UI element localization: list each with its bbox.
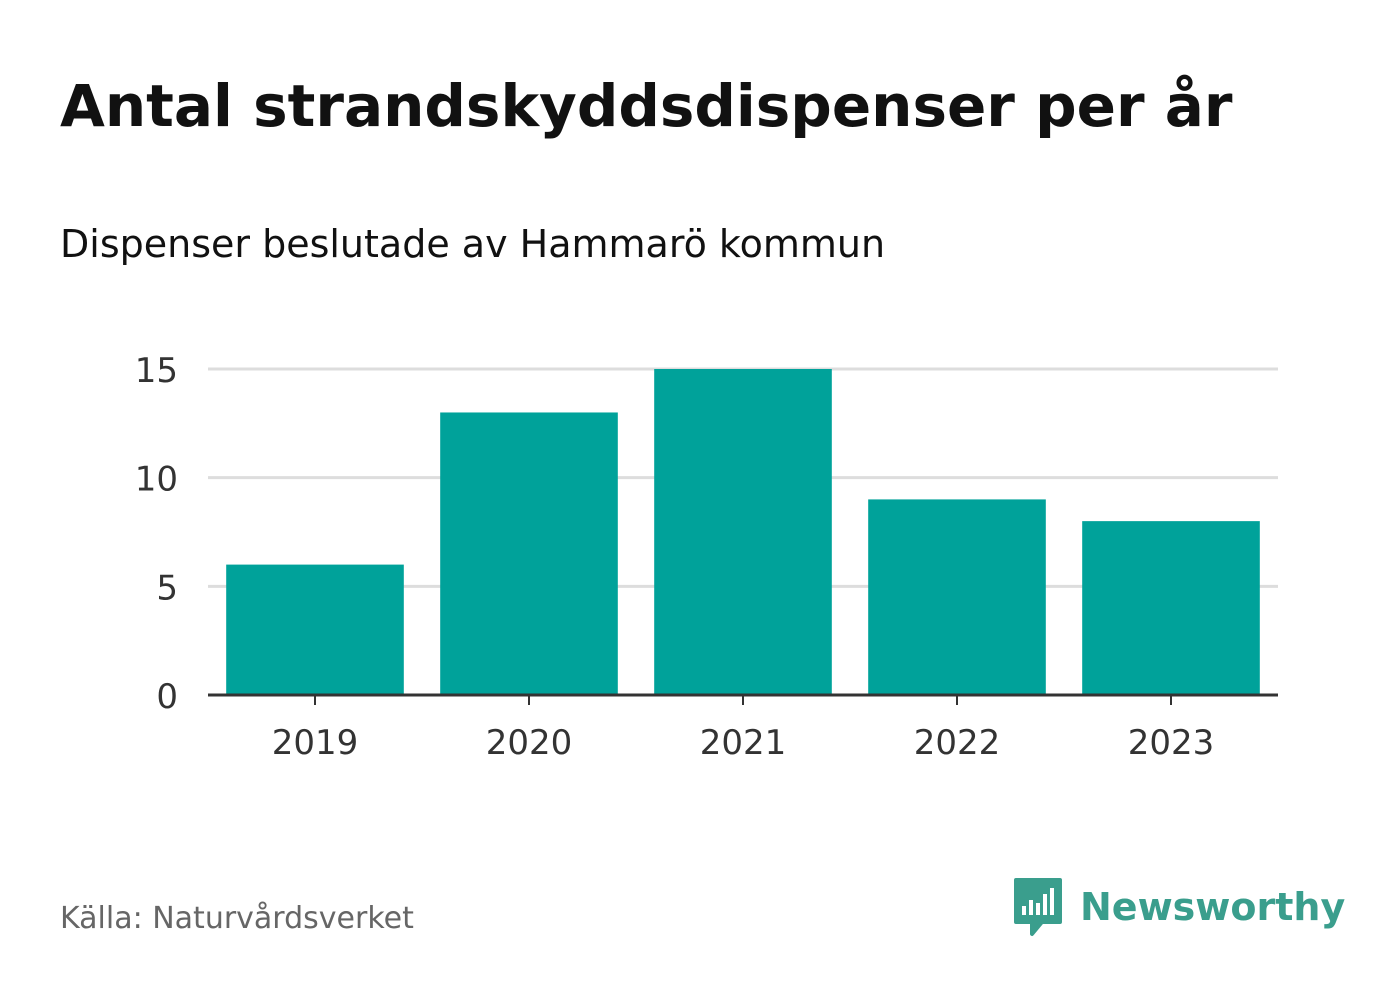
x-tick-label: 2022	[914, 723, 1001, 763]
y-tick-label: 15	[135, 351, 178, 391]
bar-2022	[868, 499, 1046, 695]
y-tick-label: 0	[156, 677, 178, 717]
y-tick-label: 5	[156, 568, 178, 608]
brand-name: Newsworthy	[1080, 885, 1346, 929]
x-tick-label: 2023	[1128, 723, 1215, 763]
newsworthy-logo-icon	[1014, 878, 1062, 936]
bar-2023	[1082, 521, 1260, 695]
bar-2021	[654, 369, 832, 695]
x-tick-label: 2019	[272, 723, 359, 763]
bar-2019	[226, 564, 404, 695]
x-tick-label: 2021	[700, 723, 787, 763]
bar-2020	[440, 412, 618, 695]
y-tick-label: 10	[135, 460, 178, 500]
x-tick-label: 2020	[486, 723, 573, 763]
chart-title: Antal strandskyddsdispenser per år	[60, 72, 1233, 140]
brand-logo: Newsworthy	[1012, 872, 1345, 942]
chart-subtitle: Dispenser beslutade av Hammarö kommun	[60, 222, 886, 266]
source-note: Källa: Naturvårdsverket	[60, 901, 414, 936]
